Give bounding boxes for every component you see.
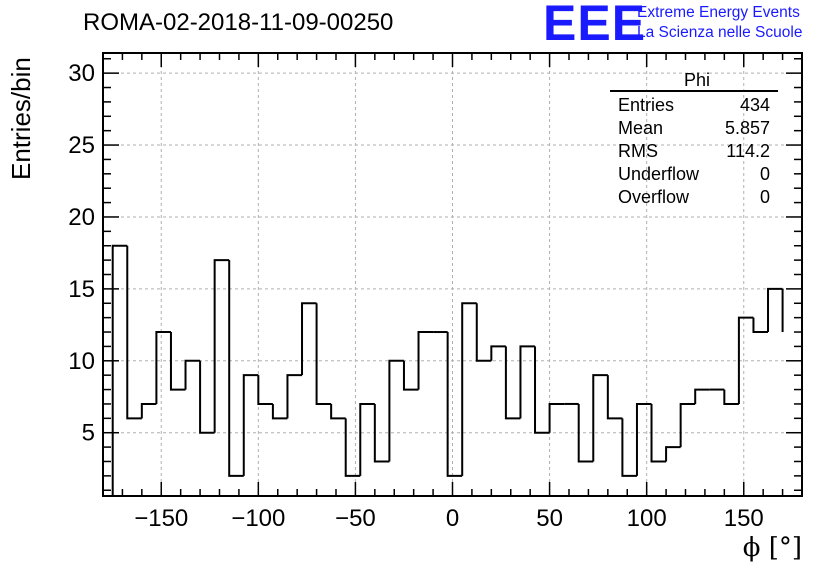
histogram-bin <box>301 302 317 376</box>
histogram-bin <box>665 446 681 462</box>
histogram-bin <box>767 287 783 333</box>
y-tick-label: 25 <box>68 132 95 159</box>
stats-label: Mean <box>618 118 664 138</box>
histogram-bin <box>519 345 536 419</box>
histogram-bin <box>344 418 361 477</box>
stats-row-rms: RMS 114.2 <box>610 140 778 163</box>
y-axis-label: Entries/bin <box>6 57 36 180</box>
stats-row-overflow: Overflow 0 <box>610 186 778 209</box>
histogram-bin <box>635 402 652 476</box>
histogram-bin <box>490 345 506 361</box>
histogram-bin <box>446 332 463 477</box>
x-axis-label: ϕ [°] <box>742 533 802 563</box>
eee-logo: EEE <box>543 0 647 51</box>
histogram-bin <box>155 331 171 404</box>
histogram-layer <box>111 244 784 496</box>
stats-label: Entries <box>618 95 675 115</box>
histogram-bin <box>359 402 375 476</box>
histogram-bin <box>228 260 244 477</box>
stats-value: 114.2 <box>726 141 770 161</box>
histogram-bin <box>373 403 390 463</box>
x-tick-label: 150 <box>724 505 764 532</box>
histogram-bin <box>723 389 739 405</box>
histogram-bin <box>534 346 550 434</box>
stats-title: Phi <box>683 70 710 90</box>
y-tick-label: 20 <box>68 204 95 231</box>
histogram-bin <box>388 359 404 462</box>
stats-row-underflow: Underflow 0 <box>610 163 778 186</box>
histogram-bin <box>213 259 230 433</box>
y-tick-label: 15 <box>68 276 95 303</box>
histogram-bin <box>199 360 215 434</box>
histogram-bin <box>737 316 754 404</box>
y-tick-label: 10 <box>68 348 95 375</box>
x-tick-label: 50 <box>536 505 563 532</box>
histogram-bin <box>548 402 565 433</box>
stats-divider <box>610 90 778 92</box>
histogram-bin <box>402 360 419 391</box>
histogram-bin <box>694 388 710 404</box>
histogram-bin <box>257 375 273 405</box>
x-tick-label: −100 <box>231 505 285 532</box>
y-tick-label: 30 <box>68 60 95 87</box>
x-tick-label: −150 <box>134 505 188 532</box>
histogram-bin <box>592 374 608 462</box>
logo-subtitle-line2: La Scienza nelle Scuole <box>637 24 803 41</box>
histogram-bin <box>286 374 303 419</box>
chart-title: ROMA-02-2018-11-09-00250 <box>83 9 394 36</box>
histogram-bin <box>606 375 623 420</box>
stats-row-mean: Mean 5.857 <box>610 117 778 140</box>
histogram-bin <box>461 302 477 476</box>
stats-value: 434 <box>739 95 770 115</box>
grid-layer <box>103 53 802 496</box>
histogram-bin <box>752 317 769 334</box>
stats-value: 0 <box>759 187 770 207</box>
histogram-bin <box>242 374 259 476</box>
histogram-bin <box>650 403 667 463</box>
x-tick-label: 0 <box>446 505 459 532</box>
axis-layer <box>102 52 803 497</box>
histogram-bin <box>475 303 492 362</box>
stats-value: 5.857 <box>724 118 770 138</box>
stats-label: RMS <box>618 141 658 161</box>
histogram-bin <box>330 403 346 420</box>
histogram-bin <box>417 331 434 390</box>
histogram-bin <box>169 332 186 391</box>
stats-box: Phi Entries 434 Mean 5.857 RMS 114.2 Und… <box>610 70 778 209</box>
histogram-bin <box>140 402 157 419</box>
histogram-bin <box>315 303 332 405</box>
y-tick-label: 5 <box>82 420 95 447</box>
stats-value: 0 <box>759 164 770 184</box>
stats-label: Overflow <box>618 187 690 207</box>
logo-subtitle-line1: Extreme Energy Events <box>637 4 800 21</box>
histogram-bin <box>621 418 637 477</box>
stats-label: Underflow <box>618 164 700 184</box>
histogram-bin <box>577 403 594 463</box>
histogram-bin <box>504 346 521 420</box>
histogram-bin <box>271 403 288 420</box>
histogram-bin <box>184 359 201 390</box>
stats-row-entries: Entries 434 <box>610 94 778 117</box>
x-tick-label: 100 <box>627 505 667 532</box>
histogram-bin <box>126 245 142 420</box>
histogram-bin <box>111 244 128 496</box>
tick-label-layer: −150 −100 −50 0 50 100 150 5 10 15 20 25 30 <box>68 60 763 532</box>
x-tick-label: −50 <box>335 505 376 532</box>
histogram-bin <box>679 402 696 448</box>
